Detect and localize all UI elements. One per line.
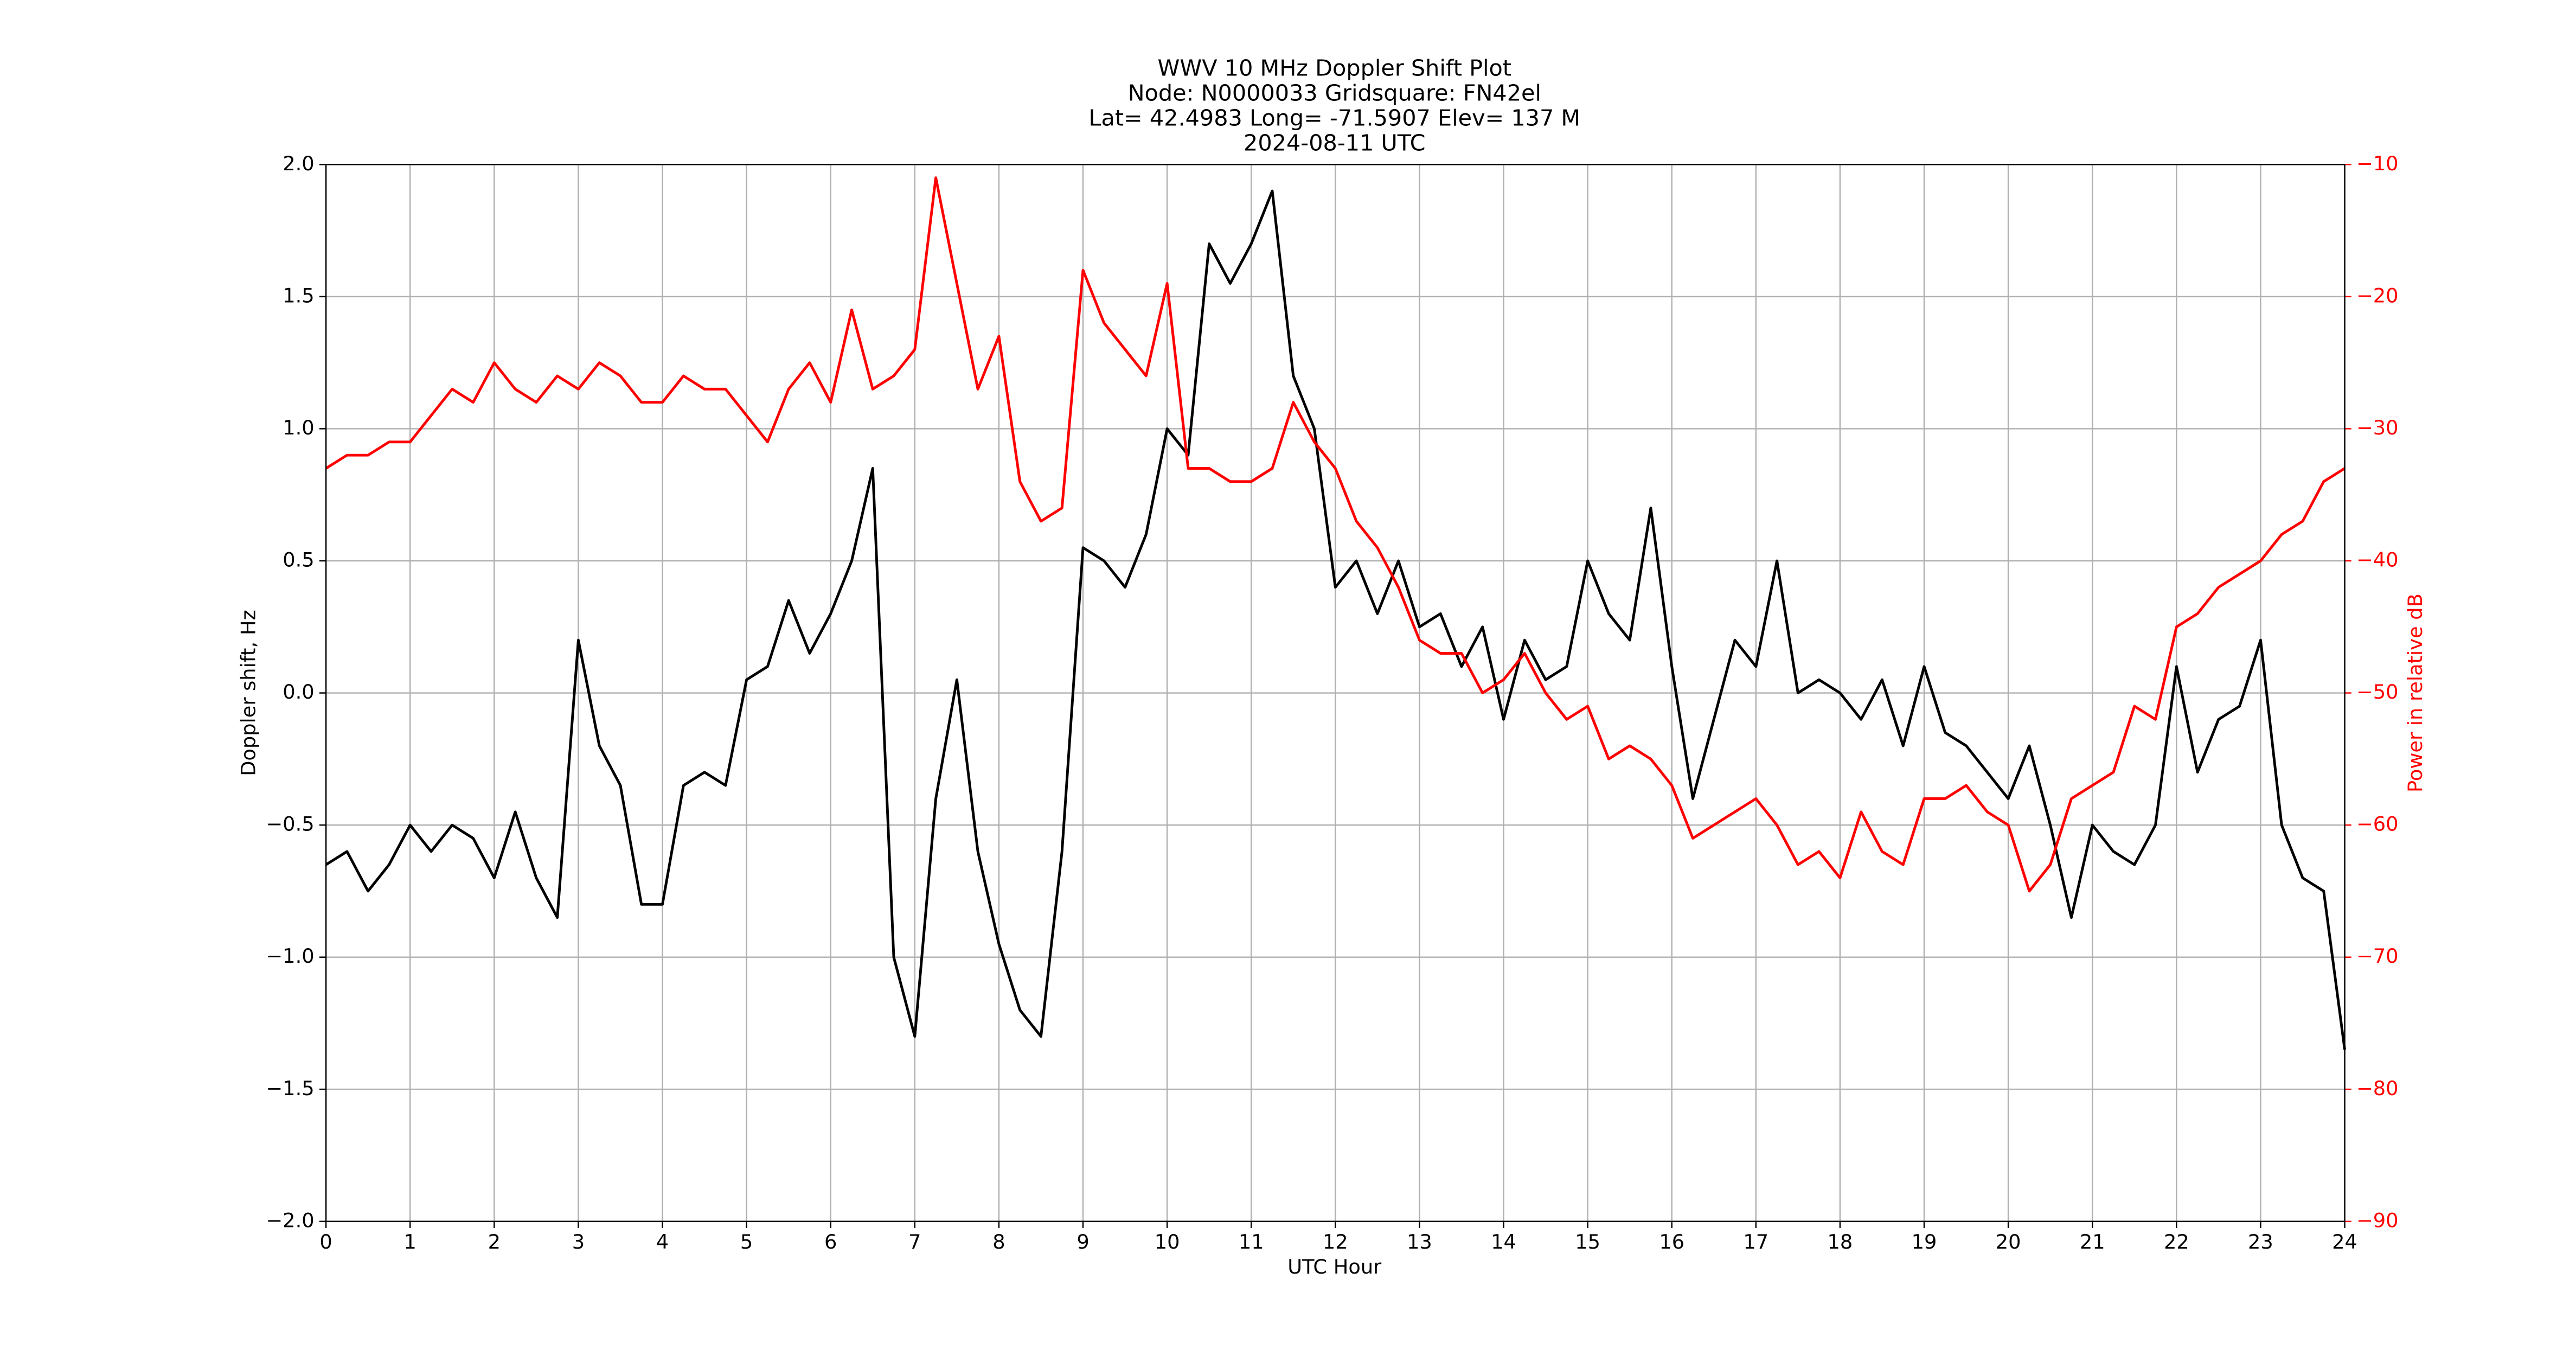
y-tick-label: −2.0 — [266, 1208, 314, 1232]
y2-tick-label: −90 — [2356, 1208, 2399, 1232]
x-tick-label: 6 — [824, 1230, 837, 1253]
y2-tick-label: −50 — [2356, 680, 2399, 703]
x-tick-label: 1 — [404, 1230, 416, 1253]
y-axis-label: Doppler shift, Hz — [237, 610, 260, 776]
x-tick-label: 24 — [2332, 1230, 2357, 1253]
y-tick-label: 1.5 — [283, 284, 314, 307]
x-tick-label: 13 — [1407, 1230, 1432, 1253]
plot-frame — [325, 164, 2346, 1223]
y-tick-label: −1.5 — [266, 1077, 314, 1100]
x-tick-label: 17 — [1743, 1230, 1768, 1253]
x-tick-label: 10 — [1155, 1230, 1180, 1253]
y-tick-label: 0.5 — [283, 548, 314, 572]
y2-tick-label: −20 — [2356, 284, 2399, 307]
series-line — [325, 189, 2346, 1050]
y2-tick-label: −80 — [2356, 1077, 2399, 1100]
x-tick-label: 23 — [2248, 1230, 2273, 1253]
x-tick-label: 15 — [1575, 1230, 1600, 1253]
x-tick-label: 7 — [908, 1230, 921, 1253]
x-axis-label: UTC Hour — [1287, 1255, 1382, 1278]
y2-tick-label: −70 — [2356, 944, 2399, 968]
x-tick-label: 11 — [1239, 1230, 1264, 1253]
y-tick-label: 1.0 — [283, 416, 314, 439]
y2-tick-label: −30 — [2356, 416, 2399, 439]
y2-axis-label: Power in relative dB — [2404, 593, 2427, 792]
x-tick-label: 16 — [1659, 1230, 1684, 1253]
chart-subtitle: Node: N0000033 Gridsquare: FN42el — [1128, 80, 1541, 106]
x-tick-label: 14 — [1491, 1230, 1516, 1253]
x-tick-label: 8 — [992, 1230, 1005, 1253]
x-tick-label: 18 — [1828, 1230, 1853, 1253]
x-tick-label: 5 — [740, 1230, 753, 1253]
x-tick-label: 20 — [1996, 1230, 2021, 1253]
x-tick-label: 2 — [488, 1230, 501, 1253]
series-line — [325, 176, 2346, 893]
chart-title: WWV 10 MHz Doppler Shift Plot — [1158, 55, 1512, 81]
chart-subtitle: Lat= 42.4983 Long= -71.5907 Elev= 137 M — [1088, 105, 1580, 131]
x-tick-label: 12 — [1323, 1230, 1348, 1253]
y2-tick-label: −10 — [2356, 152, 2399, 175]
y2-tick-label: −60 — [2356, 813, 2399, 836]
y-tick-label: 2.0 — [283, 152, 314, 175]
x-tick-label: 0 — [319, 1230, 332, 1253]
y-tick-label: 0.0 — [283, 680, 314, 703]
y-tick-label: −1.0 — [266, 944, 314, 968]
x-tick-label: 4 — [656, 1230, 669, 1253]
x-tick-label: 19 — [1912, 1230, 1937, 1253]
chart-subtitle: 2024-08-11 UTC — [1244, 130, 1426, 156]
y2-tick-label: −40 — [2356, 548, 2399, 572]
x-tick-label: 3 — [572, 1230, 585, 1253]
x-tick-label: 22 — [2164, 1230, 2189, 1253]
y-tick-label: −0.5 — [266, 813, 314, 836]
x-tick-label: 9 — [1076, 1230, 1089, 1253]
x-tick-label: 21 — [2080, 1230, 2105, 1253]
